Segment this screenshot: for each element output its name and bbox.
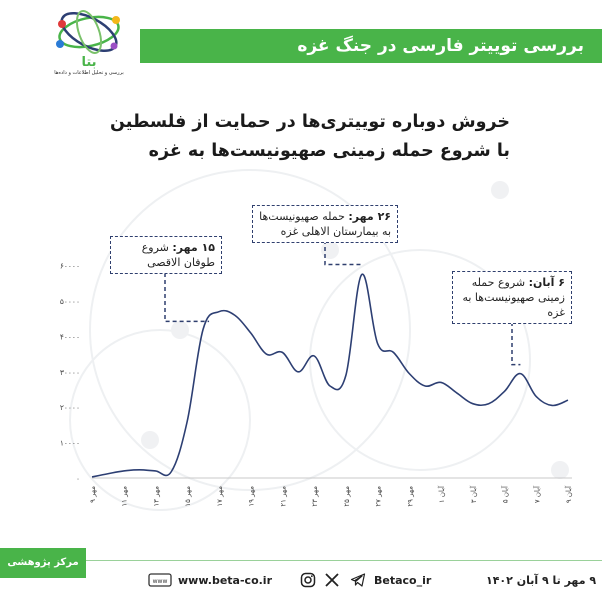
x-tick-label-5: ۱۹ مهر [248,486,256,507]
header-bar [140,29,602,63]
x-tick-label-8: ۲۵ مهر [343,486,351,507]
decor-dot-3 [551,461,569,479]
y-tick-label-6: ۶۰۰۰۰ [60,262,80,271]
x-tick-label-2: ۱۳ مهر [152,486,160,507]
y-tick-label-2: ۲۰۰۰۰ [60,403,80,412]
decor-dot-1 [171,321,189,339]
beta-logo-icon: بتا [56,10,120,70]
annotation-date-3: ۶ آبان: [528,276,565,289]
y-tick-label-4: ۴۰۰۰۰ [60,332,80,341]
decor-ring-0 [89,169,411,491]
annotation-text-2: حمله صهیونیست‌ها به بیمارستان الاهلی غزه [259,210,391,238]
x-tick-label-15: ۹ آبان [564,485,573,503]
series-line [91,273,569,478]
telegram-icon[interactable] [350,572,366,588]
line-chart: ۰ ۱۰۰۰۰ ۲۰۰۰۰ ۳۰۰۰۰ ۴۰۰۰۰ ۵۰۰۰۰ ۶۰۰۰۰ ۹ مهر ۱۱ … [60,169,573,511]
annotation-note-1: ۱۵ مهر: شروع طوفان الاقصی [110,236,222,274]
annotation-connector-0 [164,273,210,323]
annotation-connectors [164,240,521,366]
header-title: بررسی توییتر فارسی در جنگ غزه [297,36,584,56]
chart-title-line-1: خروش دوباره توییتری‌ها در حمایت از فلسطی… [109,112,510,132]
logo-text: بتا [81,55,96,70]
x-tick-labels: ۹ مهر ۱۱ مهر ۱۳ مهر ۱۵ مهر ۱۷ مهر ۱۹ مهر ۲۱ مه… [89,485,573,507]
logo-caption: بررسی و تحلیل اطلاعات و داده‌ها [54,70,124,76]
website-link[interactable]: www.beta-co.ir [178,574,272,587]
annotation-note-2: ۲۶ مهر: حمله صهیونیست‌ها به بیمارستان ال… [252,205,398,243]
x-tick-label-1: ۱۱ مهر [121,486,129,507]
x-twitter-icon[interactable] [324,572,340,588]
decor-dot-4 [141,431,159,449]
footer: www www.beta-co.ir Betaco_ir ۹ مهر تا ۹ … [0,566,602,596]
x-tick-label-7: ۲۳ مهر [311,486,319,507]
footer-divider [0,560,602,561]
x-tick-label-0: ۹ مهر [89,486,97,503]
www-icon: www [148,573,172,587]
y-tick-label-5: ۵۰۰۰۰ [60,297,80,306]
social-handle[interactable]: Betaco_ir [374,574,432,587]
decor-dot-2 [321,241,339,259]
svg-text:www: www [153,578,168,585]
x-tick-label-6: ۲۱ مهر [279,486,287,507]
x-tick-label-11: ۱ آبان [437,485,446,503]
annotation-date-1: ۱۵ مهر: [172,241,215,254]
x-tick-label-10: ۲۹ مهر [406,486,414,507]
x-tick-label-3: ۱۵ مهر [184,486,192,507]
instagram-icon[interactable] [300,572,316,588]
annotation-connector-2 [511,322,521,366]
decor-dot-0 [491,181,509,199]
chart-title: خروش دوباره توییتری‌ها در حمایت از فلسطی… [40,108,510,166]
x-tick-label-12: ۳ آبان [469,485,478,503]
y-tick-label-1: ۱۰۰۰۰ [60,439,80,448]
org-badge: مرکز پژوهشی بتا [0,548,86,598]
x-tick-label-4: ۱۷ مهر [216,486,224,507]
decor-ring-2 [69,329,251,511]
x-tick-label-14: ۷ آبان [532,485,541,503]
decor-ring-1 [309,249,531,471]
y-tick-label-0: ۰ [76,474,80,483]
x-tick-label-13: ۵ آبان [501,485,510,503]
chart-series [91,273,569,478]
background-decoration [69,169,569,511]
annotation-date-2: ۲۶ مهر: [348,210,391,223]
x-tick-label-9: ۲۷ مهر [375,486,383,507]
header: بتا بررسی و تحلیل اطلاعات و داده‌ها بررس… [0,0,602,88]
annotation-text-3: شروع حمله زمینی صهیونیست‌ها به غزه [462,276,565,319]
annotation-text-1: شروع طوفان الاقصی [141,241,215,269]
y-tick-labels: ۰ ۱۰۰۰۰ ۲۰۰۰۰ ۳۰۰۰۰ ۴۰۰۰۰ ۵۰۰۰۰ ۶۰۰۰۰ [60,262,80,483]
y-tick-label-3: ۳۰۰۰۰ [60,368,80,377]
chart-title-line-2: با شروع حمله زمینی صهیونیست‌ها به غزه [148,141,510,161]
annotation-connector-1 [324,240,362,266]
annotation-note-3: ۶ آبان: شروع حمله زمینی صهیونیست‌ها به غ… [452,271,572,324]
date-range: ۹ مهر تا ۹ آبان ۱۴۰۲ [486,574,597,587]
